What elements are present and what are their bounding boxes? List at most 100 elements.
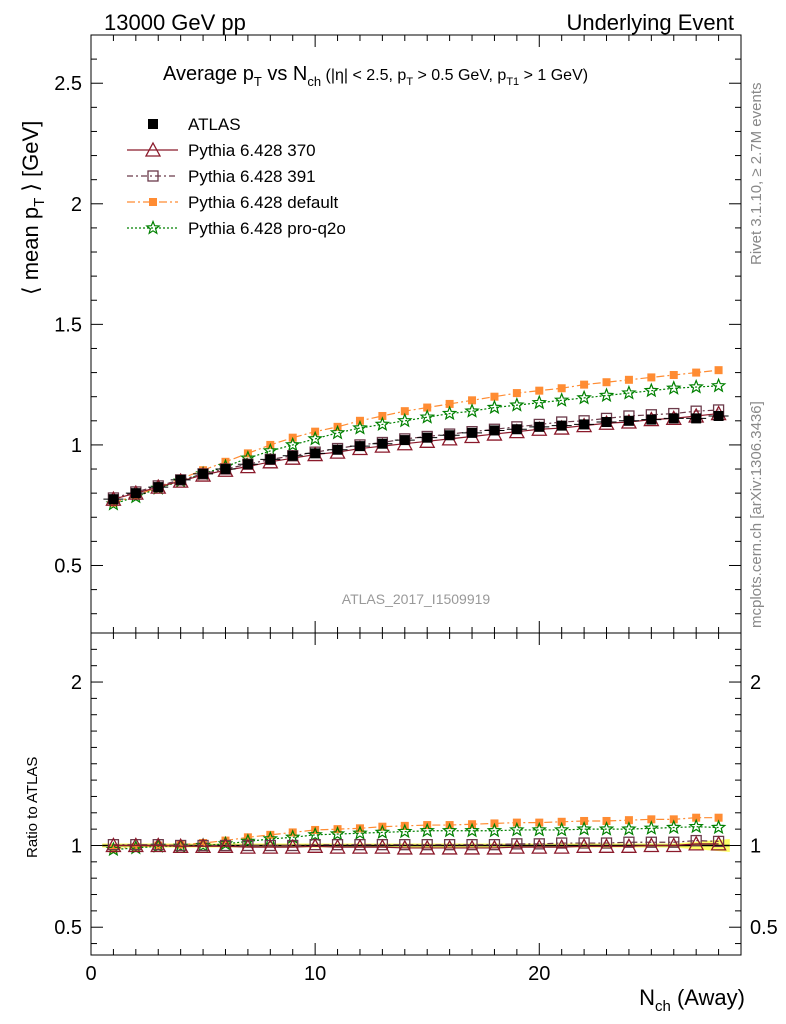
ratio-point-p370 [710,835,727,851]
y-tick-label: 0.5 [54,555,82,577]
ratio-point-pq2o [262,830,279,846]
main-point-pq2o [486,399,503,415]
ratio-point-pdefault [199,839,208,848]
main-point-pq2o [666,380,682,395]
main-point-data [668,413,679,424]
main-point-pdefault [378,411,387,420]
legend-entry-p391: Pythia 6.428 391 [127,167,316,186]
main-series-pdefault [109,366,723,507]
ratio-point-pdefault [669,815,678,824]
main-point-pq2o [531,394,548,410]
ratio-point-p370 [598,837,615,853]
ratio-y-tick-label-right: 0.5 [750,917,778,939]
main-point-pq2o [688,378,704,394]
main-point-pq2o [307,430,323,446]
ratio-point-pdefault [624,816,633,825]
legend-label: Pythia 6.428 391 [188,167,316,186]
ratio-line-pq2o [113,826,719,851]
y-tick-label: 2 [71,194,82,216]
ratio-point-p370 [307,837,324,853]
main-point-pq2o [710,377,727,393]
main-point-data [377,438,388,449]
main-point-data [444,430,455,441]
ratio-point-p370 [419,839,436,855]
ratio-point-p391 [556,837,568,849]
main-y-label: ⟨ mean pT ⟩ [GeV] [18,121,48,295]
ratio-point-pdefault [714,813,723,822]
ratio-point-pq2o [486,822,503,838]
ratio-point-pdefault [580,816,589,825]
main-point-pq2o [598,387,615,403]
ratio-point-pq2o [643,820,660,835]
main-point-pq2o [553,392,570,407]
ratio-point-pdefault [647,815,656,824]
ratio-y-tick-label: 2 [71,672,82,694]
legend-label: Pythia 6.428 370 [188,141,316,160]
main-point-pdefault [624,375,633,384]
main-point-pdefault [714,366,723,375]
main-point-data [265,454,276,465]
main-line-pq2o [113,385,719,505]
main-point-pq2o [352,419,368,435]
ratio-point-p370 [284,838,301,854]
ratio-point-p370 [643,837,660,853]
ratio-point-pq2o [419,822,435,838]
ratio-point-pq2o [307,826,323,842]
main-point-pq2o [419,409,435,424]
ratio-point-pq2o [329,825,346,841]
ratio-point-pdefault [176,840,185,849]
ratio-point-p370 [688,835,705,851]
main-point-data [354,441,365,452]
ratio-line-pdefault [113,817,719,850]
legend-marker-pq2o [145,219,161,235]
main-line-pdefault [113,369,719,504]
main-point-data [556,420,567,431]
main-point-pq2o [397,412,413,428]
main-point-pdefault [221,457,230,466]
ratio-point-pq2o [464,822,480,838]
ratio-point-pq2o [509,821,525,837]
main-point-data [153,482,164,493]
main-point-pq2o [329,424,346,440]
ratio-point-p370 [127,837,144,853]
main-point-pq2o [643,382,660,398]
main-point-data [175,474,186,485]
analysis-watermark: ATLAS_2017_I1509919 [342,591,491,607]
ratio-point-pq2o [666,819,682,835]
legend-marker-p370 [144,141,162,157]
ratio-point-pdefault [602,816,611,825]
ratio-point-p370 [576,837,593,853]
ratio-point-pq2o [441,822,458,838]
main-point-pq2o [284,436,301,452]
ratio-point-pdefault [243,833,252,842]
main-point-data [310,448,321,459]
main-point-pdefault [400,407,409,416]
ratio-point-p370 [508,838,525,854]
ratio-point-pq2o [374,824,391,840]
main-point-data [601,417,612,428]
x-tick-label: 10 [304,963,326,985]
ratio-point-p370 [620,837,638,853]
main-point-data [422,432,433,443]
main-point-pq2o [374,416,391,432]
main-point-pq2o [464,403,480,418]
main-point-pdefault [490,392,499,401]
main-point-pdefault [647,373,656,382]
ratio-point-p370 [150,837,167,853]
main-point-data [130,488,141,499]
main-point-data [623,415,634,426]
header-right: Underlying Event [566,10,734,35]
main-point-data [287,450,298,461]
main-point-data [646,414,657,425]
main-point-data [220,464,231,475]
ratio-point-pq2o [598,820,615,836]
ratio-point-p370 [351,838,369,854]
main-point-pdefault [602,378,611,387]
main-point-pdefault [535,386,544,395]
legend-marker-p391 [147,170,159,182]
ratio-point-p370 [329,838,346,854]
legend-entry-pdefault: Pythia 6.428 default [127,193,339,212]
y-tick-label: 1.5 [54,314,82,336]
main-point-data [691,413,702,424]
